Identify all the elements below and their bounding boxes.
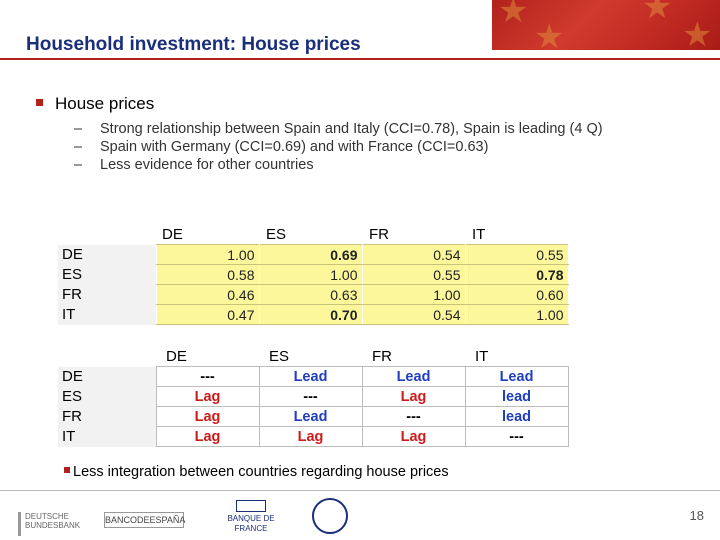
table-row: DE 1.00 0.69 0.54 0.55 <box>58 244 569 265</box>
table-cell: --- <box>464 426 569 447</box>
sub-bullet: – Less evidence for other countries <box>74 157 314 173</box>
table-cell: 0.69 <box>258 244 363 265</box>
star-icon: ★ <box>498 0 529 30</box>
table-cell: Lead <box>258 406 363 427</box>
row-label: IT <box>58 426 156 447</box>
title-divider <box>0 58 720 60</box>
table-cell: Lag <box>258 426 363 447</box>
table-cell: 0.55 <box>361 264 466 285</box>
bullet-square-icon <box>36 99 43 107</box>
star-icon: ★ <box>682 16 713 50</box>
table-cell: Lag <box>155 406 260 427</box>
row-label: FR <box>58 406 156 427</box>
column-header: FR <box>372 348 392 365</box>
row-label: DE <box>58 366 156 387</box>
sub-bullet: – Strong relationship between Spain and I… <box>74 121 603 137</box>
table-row: ES Lag --- Lag lead <box>58 386 569 407</box>
table-cell: 0.60 <box>464 284 569 305</box>
banca-ditalia-logo <box>312 498 348 534</box>
table-row: FR 0.46 0.63 1.00 0.60 <box>58 284 569 305</box>
table-cell: 0.54 <box>361 304 466 325</box>
column-header: FR <box>369 226 389 243</box>
row-label: ES <box>58 386 156 407</box>
main-bullet-text: House prices <box>55 94 155 113</box>
table-cell: lead <box>464 406 569 427</box>
table-cell: 1.00 <box>361 284 466 305</box>
star-icon: ★ <box>534 18 565 50</box>
cci-table: DE ES FR IT DE 1.00 0.69 0.54 0.55 ES 0.… <box>58 226 578 325</box>
column-header: DE <box>162 226 183 243</box>
table-cell: Lag <box>155 426 260 447</box>
table-cell: --- <box>361 406 466 427</box>
row-label: FR <box>58 284 156 305</box>
table-cell: 1.00 <box>464 304 569 325</box>
banque-de-france-logo: BANQUE DE FRANCE <box>218 500 284 533</box>
conclusion-note: Less integration between countries regar… <box>64 464 449 480</box>
footer-divider <box>0 490 720 491</box>
row-label: ES <box>58 264 156 285</box>
header-flag-decoration: ★ ★ ★ ★ <box>492 0 720 50</box>
banque-de-france-emblem <box>236 500 266 512</box>
table-row: FR Lag Lead --- lead <box>58 406 569 427</box>
main-bullet: House prices <box>36 94 154 114</box>
table-cell: 0.47 <box>155 304 260 325</box>
table-cell: 0.55 <box>464 244 569 265</box>
table-cell: lead <box>464 386 569 407</box>
leadlag-grid: DE --- Lead Lead Lead ES Lag --- Lag lea… <box>58 366 569 447</box>
cci-grid: DE 1.00 0.69 0.54 0.55 ES 0.58 1.00 0.55… <box>58 244 569 325</box>
table-cell: Lead <box>361 366 466 387</box>
column-header: ES <box>269 348 290 365</box>
table-cell: --- <box>258 386 363 407</box>
column-header: IT <box>472 226 486 243</box>
table-row: DE --- Lead Lead Lead <box>58 366 569 387</box>
table-cell: 0.46 <box>155 284 260 305</box>
table-row: IT 0.47 0.70 0.54 1.00 <box>58 304 569 325</box>
bundesbank-logo: DEUTSCHE BUNDESBANK <box>18 512 80 536</box>
banco-de-espana-logo: BANCODEESPAÑA <box>104 512 185 528</box>
table-cell: --- <box>155 366 260 387</box>
cci-column-headers: DE ES FR IT <box>58 226 578 244</box>
table-row: IT Lag Lag Lag --- <box>58 426 569 447</box>
sub-bullet-list: – Strong relationship between Spain and I… <box>74 120 694 174</box>
conclusion-text: Less integration between countries regar… <box>73 464 449 480</box>
table-cell: Lag <box>361 386 466 407</box>
table-cell: 1.00 <box>155 244 260 265</box>
column-header: IT <box>475 348 489 365</box>
table-cell: 0.70 <box>258 304 363 325</box>
leadlag-column-headers: DE ES FR IT <box>58 348 578 366</box>
slide-title: Household investment: House prices <box>26 34 361 55</box>
table-cell: Lead <box>464 366 569 387</box>
table-cell: Lag <box>155 386 260 407</box>
column-header: DE <box>166 348 187 365</box>
table-cell: 0.58 <box>155 264 260 285</box>
bullet-square-icon <box>64 467 70 474</box>
table-cell: 0.54 <box>361 244 466 265</box>
table-cell: 0.78 <box>464 264 569 285</box>
sub-bullet: – Spain with Germany (CCI=0.69) and with … <box>74 139 489 155</box>
table-cell: 1.00 <box>258 264 363 285</box>
table-cell: Lead <box>258 366 363 387</box>
star-icon: ★ <box>642 0 673 26</box>
table-cell: Lag <box>361 426 466 447</box>
row-label: DE <box>58 244 156 265</box>
table-row: ES 0.58 1.00 0.55 0.78 <box>58 264 569 285</box>
column-header: ES <box>266 226 287 243</box>
leadlag-table: DE ES FR IT DE --- Lead Lead Lead ES Lag… <box>58 348 578 447</box>
row-label: IT <box>58 304 156 325</box>
page-number: 18 <box>689 508 704 523</box>
table-cell: 0.63 <box>258 284 363 305</box>
